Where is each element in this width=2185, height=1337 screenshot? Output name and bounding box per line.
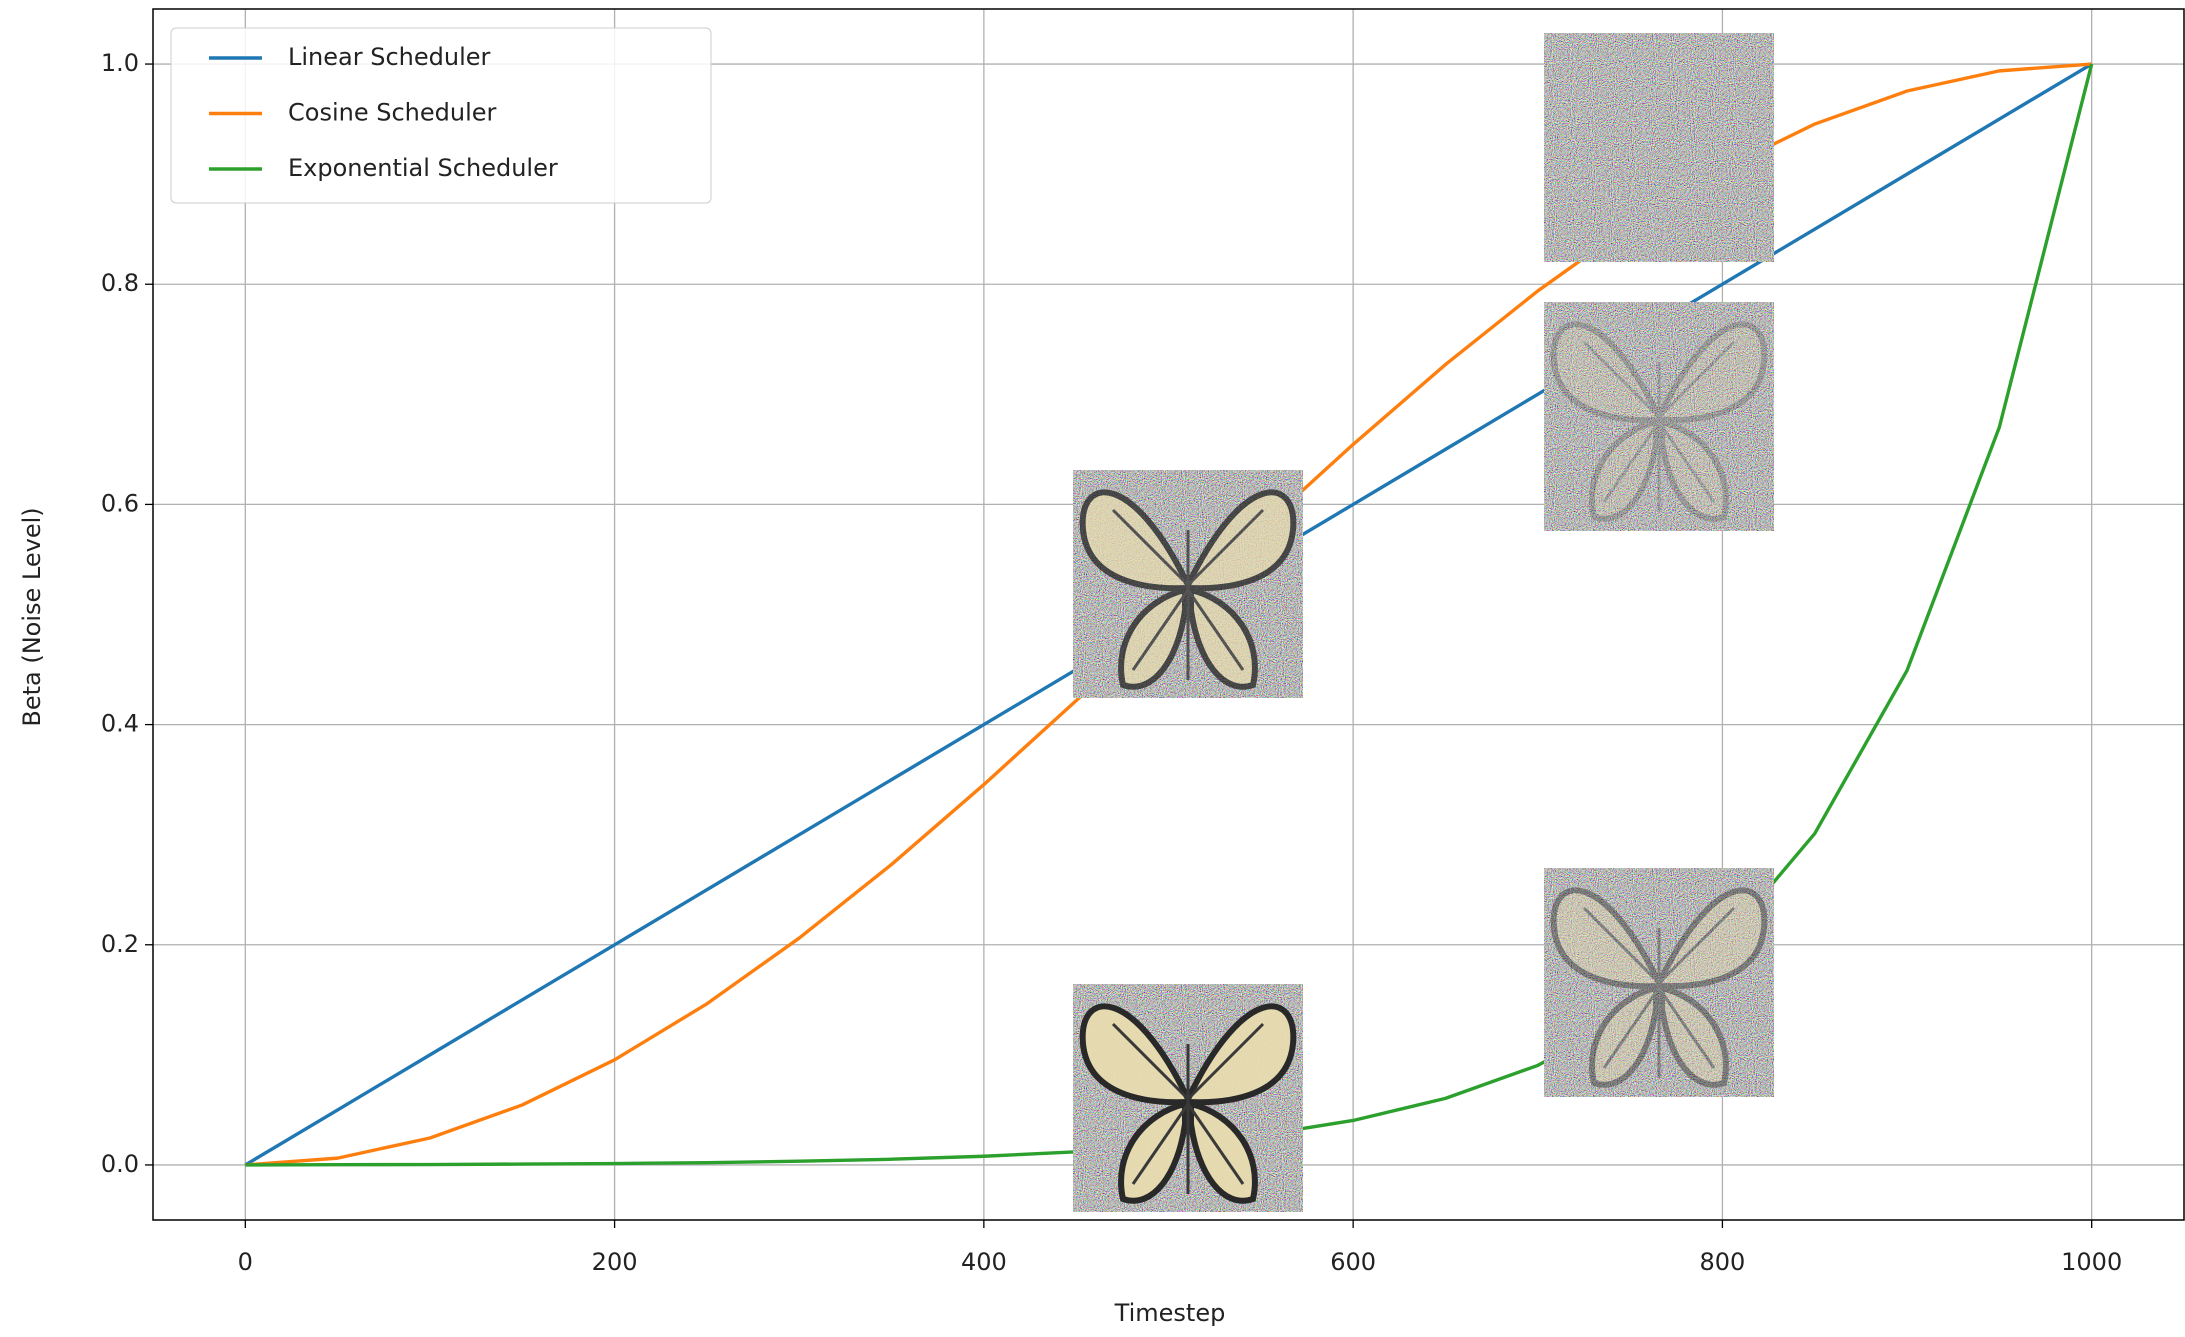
- legend-label: Cosine Scheduler: [288, 99, 497, 127]
- x-tick-label: 600: [1330, 1248, 1376, 1276]
- y-tick-label: 0.8: [101, 269, 139, 297]
- y-tick-label: 0.4: [101, 710, 139, 738]
- x-tick-label: 0: [238, 1248, 253, 1276]
- x-tick-label: 800: [1700, 1248, 1746, 1276]
- x-tick-label: 1000: [2061, 1248, 2122, 1276]
- y-tick-label: 0.2: [101, 930, 139, 958]
- legend-label: Linear Scheduler: [288, 43, 491, 71]
- thumbnail: [1073, 984, 1303, 1212]
- legend-box: [170, 27, 712, 204]
- thumbnail: [1544, 302, 1774, 531]
- thumbnail: [1544, 33, 1774, 262]
- y-tick-label: 0.0: [101, 1150, 139, 1178]
- plot-frame: [152, 8, 2185, 1221]
- thumbnail: [1544, 868, 1774, 1097]
- x-tick-label: 200: [592, 1248, 638, 1276]
- y-tick-label: 1.0: [101, 49, 139, 77]
- y-axis-label: Beta (Noise Level): [18, 507, 46, 726]
- thumbnails: [1073, 33, 1774, 1212]
- x-axis-label: Timestep: [1114, 1299, 1226, 1327]
- legend-label: Exponential Scheduler: [288, 154, 558, 182]
- y-tick-label: 0.6: [101, 489, 139, 517]
- thumbnail: [1073, 470, 1303, 698]
- x-tick-label: 400: [961, 1248, 1007, 1276]
- legend: Linear Scheduler Cosine Scheduler Exponent…: [170, 27, 712, 204]
